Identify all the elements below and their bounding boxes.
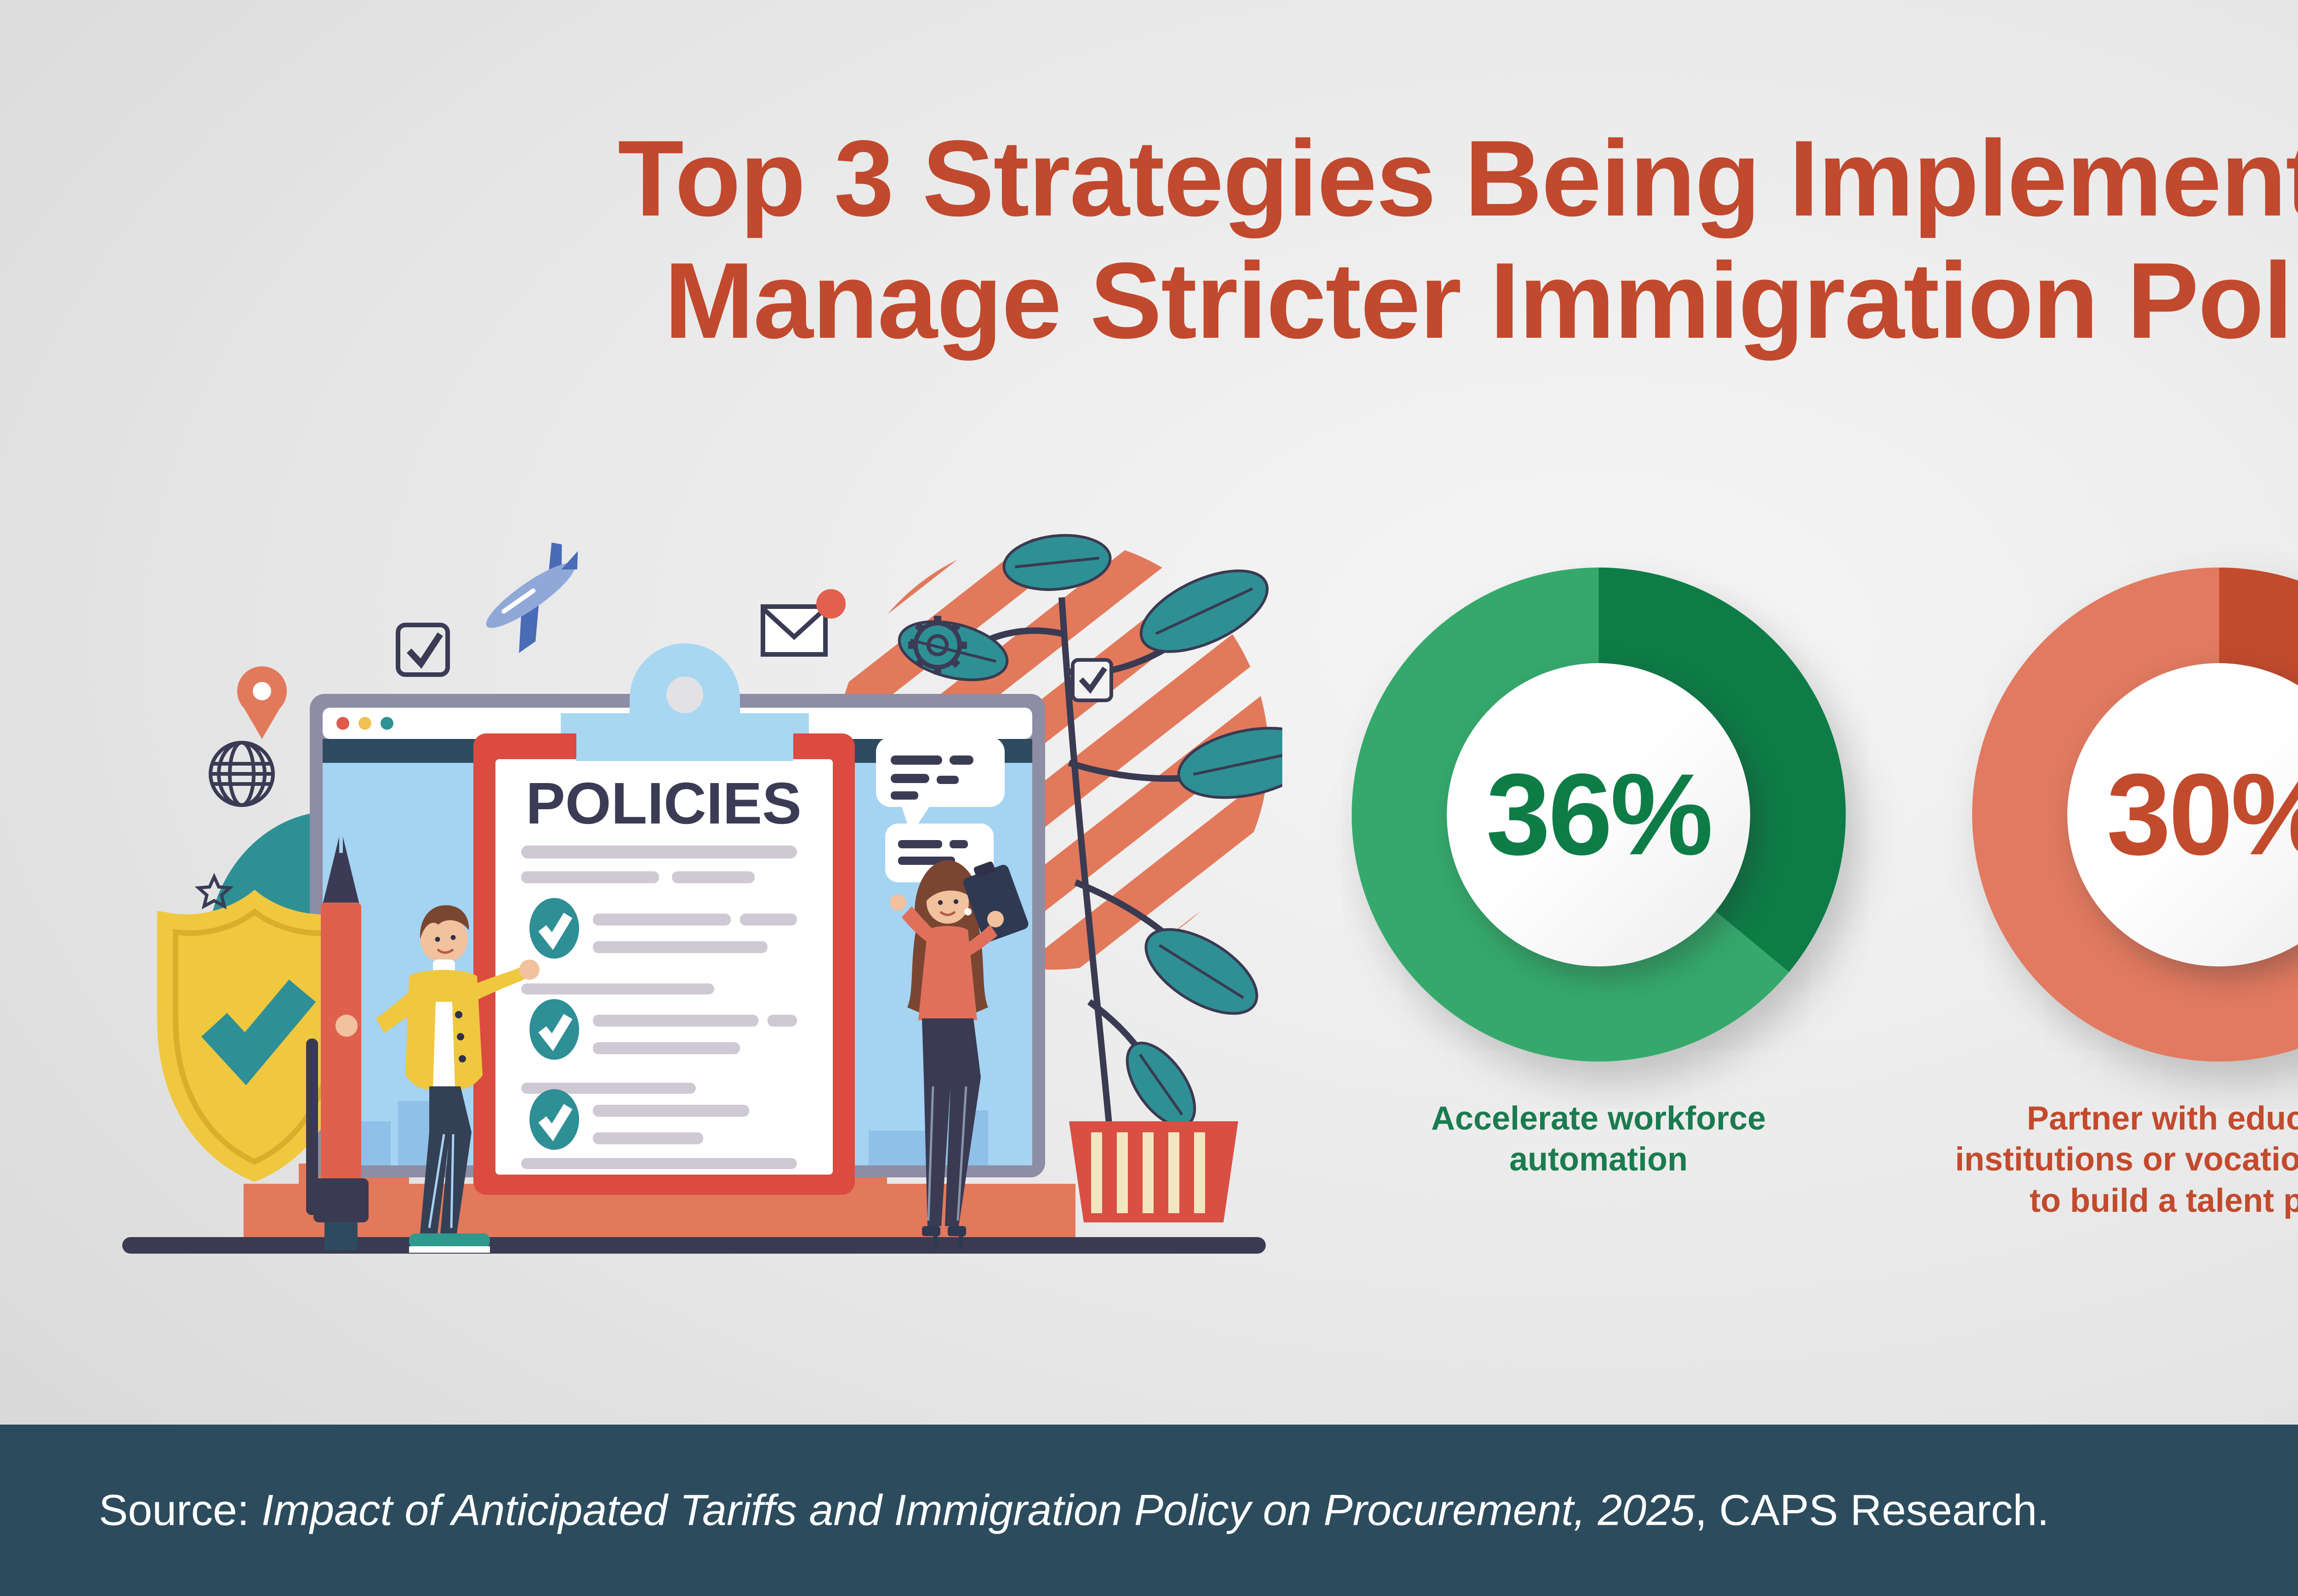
- source-citation: Source: Impact of Anticipated Tariffs an…: [99, 1485, 2049, 1535]
- title-line-1: Top 3 Strategies Being Implemented to: [618, 118, 2298, 239]
- checklist-checks: [529, 898, 579, 1150]
- browser-dot-yellow: [358, 717, 371, 730]
- browser-dot-teal: [381, 717, 393, 730]
- donut-ring: 30%: [1972, 568, 2298, 1062]
- star-icon: [194, 873, 234, 909]
- envelope-icon: [761, 589, 846, 657]
- ground-line: [122, 1237, 1266, 1254]
- policies-label: POLICIES: [526, 771, 802, 836]
- footer-bar: Source: Impact of Anticipated Tariffs an…: [0, 1425, 2298, 1596]
- notification-dot: [816, 589, 846, 619]
- donut-chart-education-partners: 30% Partner with educational institution…: [1909, 568, 2298, 1221]
- checkbox-icon: [396, 623, 450, 677]
- policies-clipboard: POLICIES: [473, 643, 855, 1195]
- donut-hole: 30%: [2067, 663, 2298, 966]
- plane-icon: [486, 542, 578, 653]
- shield-check-icon: [157, 873, 352, 1182]
- donut-hole: 36%: [1447, 663, 1750, 966]
- woman-figure: [890, 860, 1029, 1249]
- speech-bubbles: [876, 737, 1005, 903]
- donut-percent: 30%: [2106, 750, 2298, 879]
- source-prefix: Source:: [99, 1486, 262, 1534]
- plant: [898, 534, 1282, 1223]
- donut-caption: Partner with educational institutions or…: [1955, 1100, 2298, 1219]
- pen-icon: [306, 829, 369, 1250]
- globe-icon: [209, 741, 275, 807]
- policies-illustration: POLICIES: [122, 534, 1282, 1254]
- donut-caption: Accelerate workforce automation: [1431, 1100, 1766, 1178]
- plant-pot: [1069, 1121, 1238, 1222]
- browser-dot-red: [336, 717, 349, 730]
- location-pin-icon: [237, 666, 287, 739]
- gear-icon: [908, 616, 967, 675]
- man-figure: [336, 905, 540, 1253]
- page-title: Top 3 Strategies Being Implemented to Ma…: [0, 117, 2298, 361]
- source-suffix: , CAPS Research.: [1695, 1486, 2049, 1534]
- checkbox-small-icon: [1071, 658, 1113, 702]
- title-line-2: Manage Stricter Immigration Policies: [664, 239, 2298, 361]
- donut-ring: 36%: [1351, 568, 1846, 1062]
- source-title: Impact of Anticipated Tariffs and Immigr…: [261, 1486, 1695, 1534]
- donut-chart-automation: 36% Accelerate workforce automation: [1288, 568, 1909, 1181]
- donut-percent: 36%: [1486, 750, 1713, 879]
